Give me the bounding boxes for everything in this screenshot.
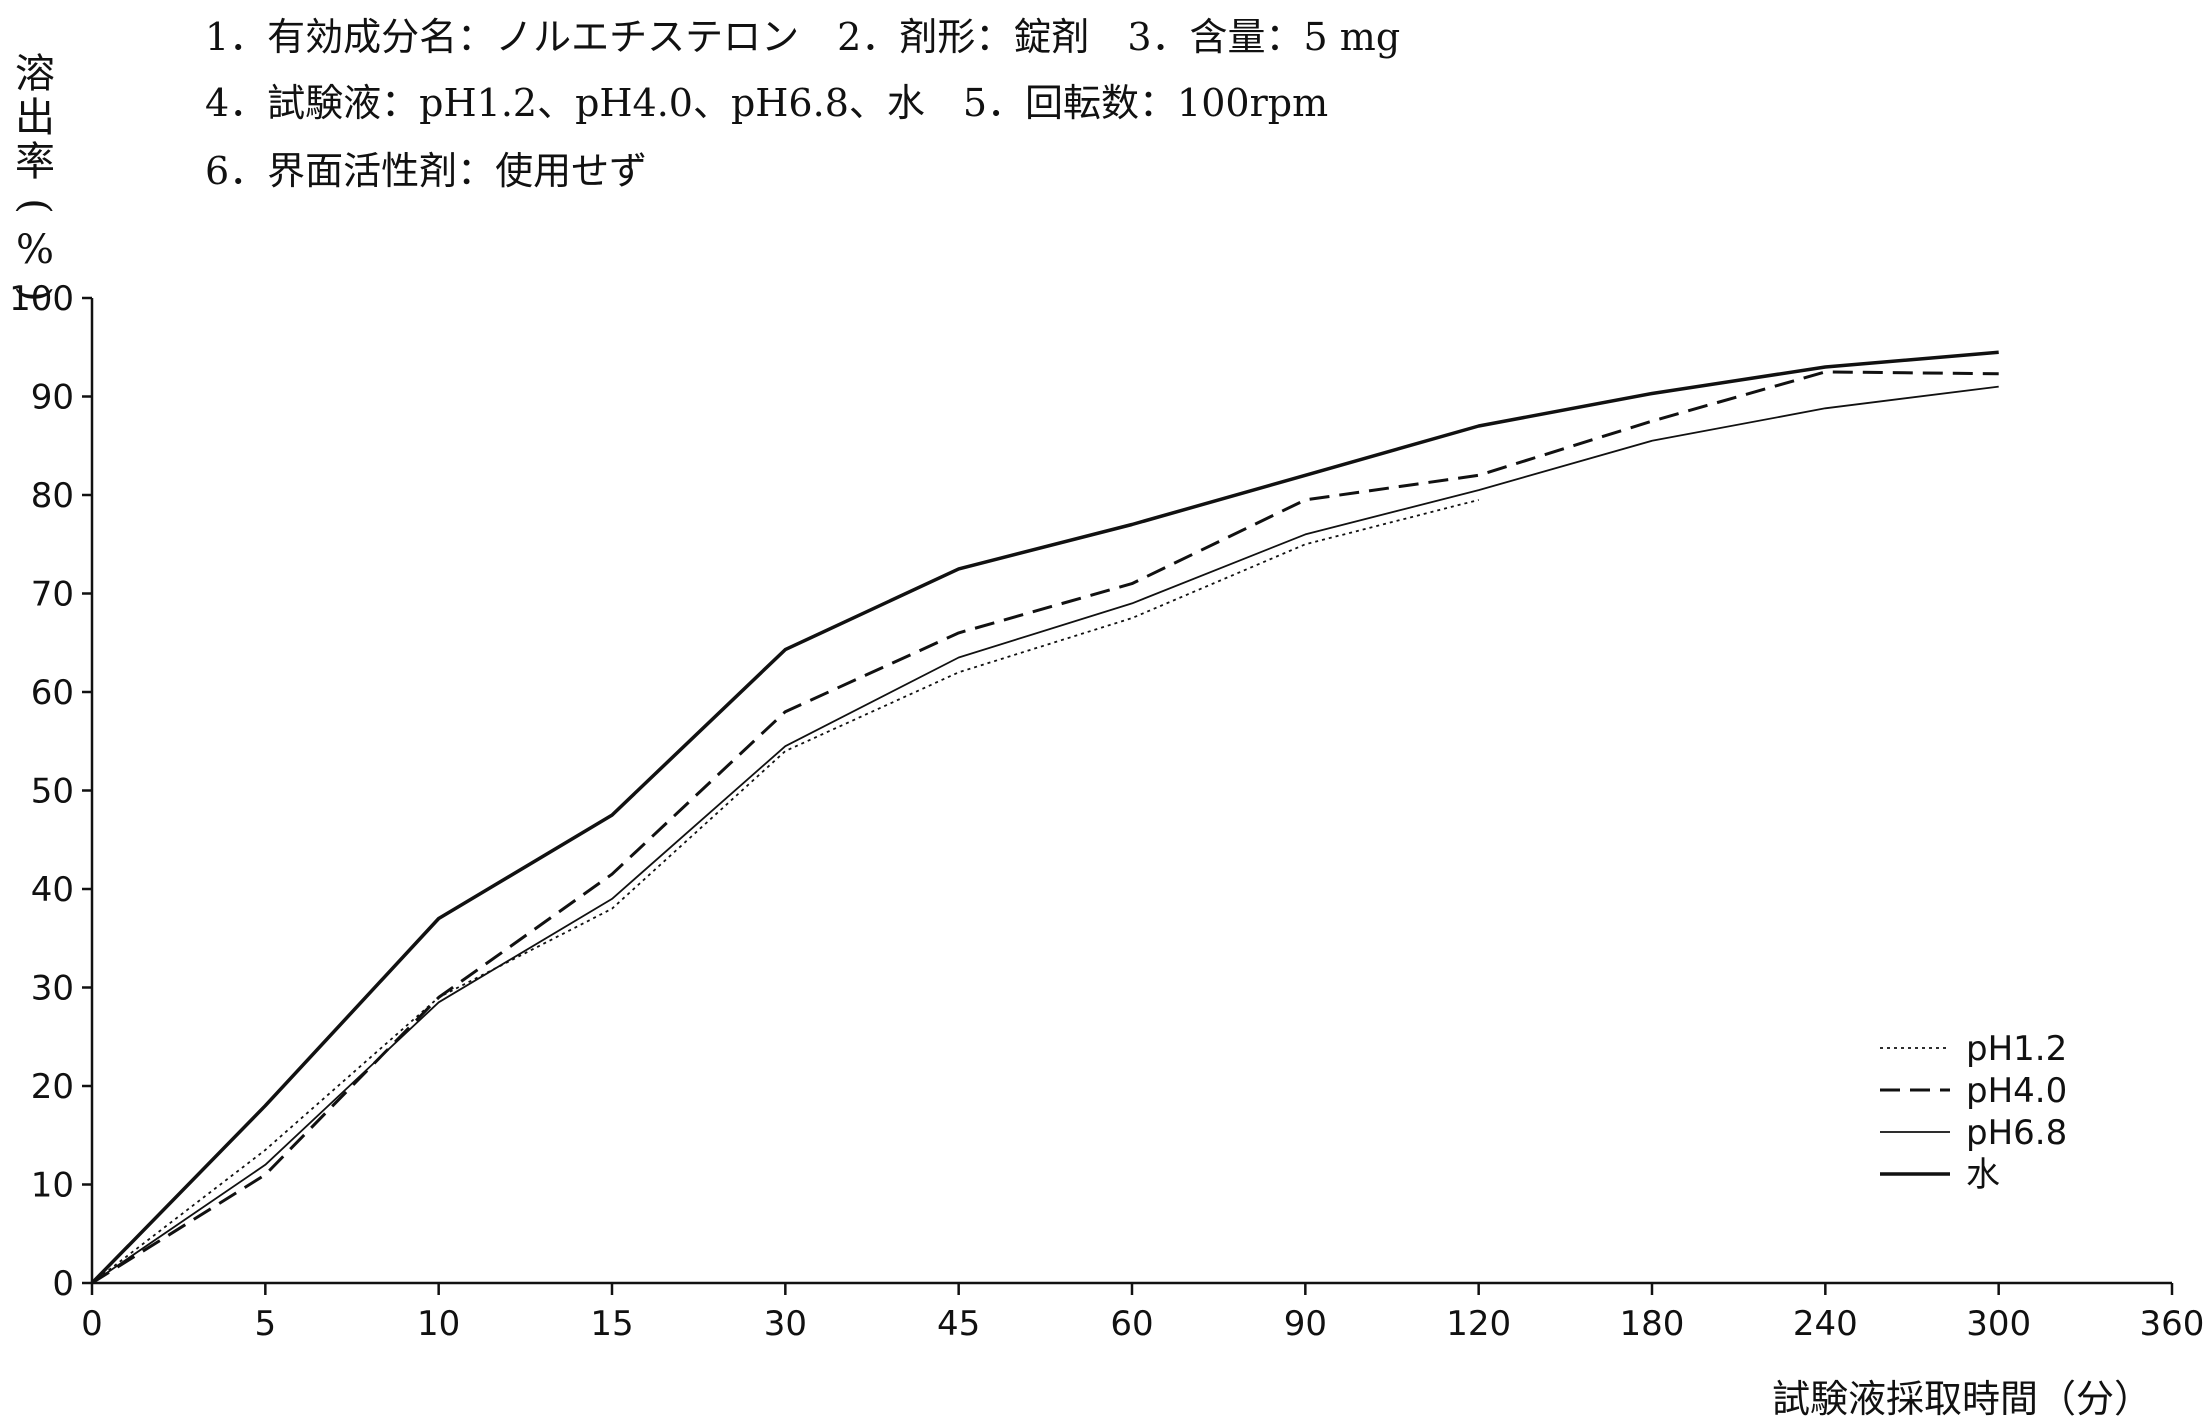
x-tick-label: 45: [937, 1304, 980, 1344]
x-tick-label: 15: [590, 1304, 633, 1344]
x-tick-label: 30: [764, 1304, 807, 1344]
y-tick-label: 30: [31, 969, 74, 1009]
x-tick-label: 360: [2140, 1304, 2205, 1344]
legend-label: 水: [1966, 1155, 2000, 1195]
y-tick-label: 90: [31, 378, 74, 418]
y-axis-label-char: 出: [15, 95, 55, 141]
y-axis-label-char: 率: [15, 139, 55, 185]
legend-label: pH4.0: [1966, 1071, 2067, 1111]
x-tick-label: 300: [1966, 1304, 2031, 1344]
header-line-2: 4．試験液：pH1.2、pH4.0、pH6.8、水 5．回転数：100rpm: [205, 81, 1329, 125]
y-axis-label: 溶 出 率 ( % ): [8, 52, 62, 316]
series-line-dashed: [91, 370, 1999, 1285]
y-tick-label: 10: [31, 1166, 74, 1206]
x-tick-label: 90: [1284, 1304, 1327, 1344]
x-tick-label: 60: [1110, 1304, 1153, 1344]
header-line-3: 6．界面活性剤：使用せず: [205, 149, 648, 193]
y-tick-label: 0: [52, 1264, 74, 1304]
x-tick-label: 240: [1793, 1304, 1858, 1344]
x-axis-label: 試験液採取時間（分）: [1771, 1377, 2152, 1421]
legend-label: pH6.8: [1966, 1113, 2067, 1153]
y-tick-label: 40: [31, 870, 74, 910]
x-tick-label: 120: [1446, 1304, 1511, 1344]
y-tick-label: 20: [31, 1067, 74, 1107]
x-tick-label: 180: [1620, 1304, 1685, 1344]
series-line-thin: [91, 385, 1999, 1284]
series-line-dotted: [91, 499, 1479, 1284]
header-line-1: 1．有効成分名：ノルエチステロン 2．剤形：錠剤 3．含量：5 mg: [205, 15, 1401, 59]
y-axis-label-char: %: [15, 227, 54, 273]
legend-label: pH1.2: [1966, 1029, 2067, 1069]
y-tick-label: 100: [9, 279, 74, 319]
y-tick-label: 50: [31, 772, 74, 812]
y-tick-label: 70: [31, 575, 74, 615]
x-tick-label: 10: [417, 1304, 460, 1344]
series-line-thick: [90, 350, 1999, 1285]
x-tick-label: 0: [81, 1304, 103, 1344]
y-tick-label: 60: [31, 673, 74, 713]
x-tick-label: 5: [255, 1304, 277, 1344]
y-tick-label: 80: [31, 476, 74, 516]
y-axis-label-char: 溶: [15, 51, 55, 97]
